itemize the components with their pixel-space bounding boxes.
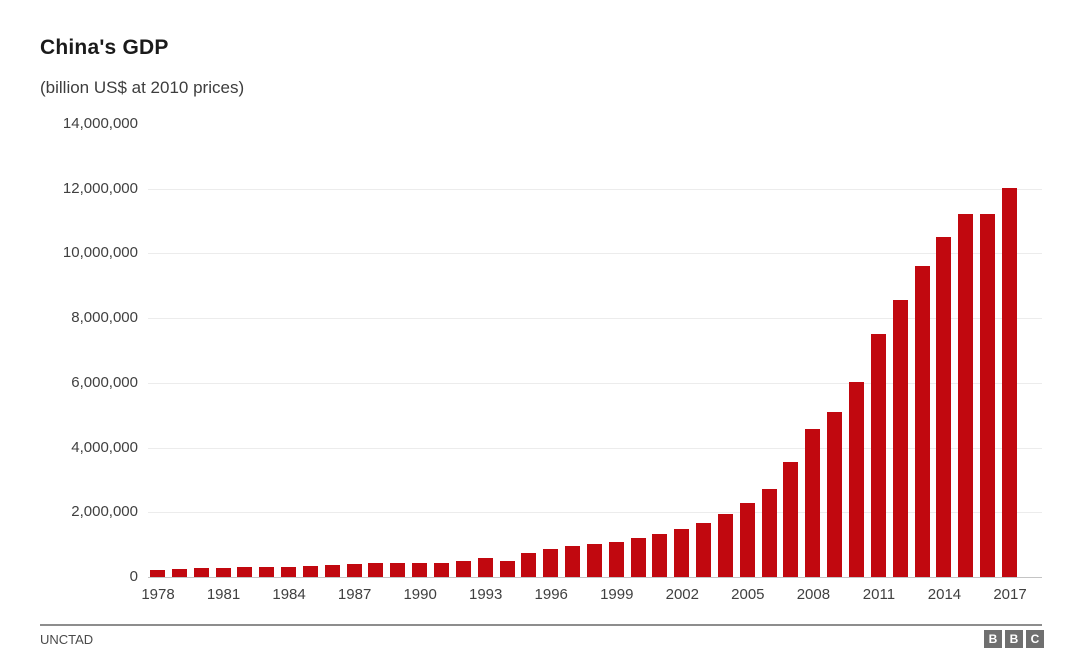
bar-2014 <box>936 237 952 577</box>
x-tick-label-1981: 1981 <box>206 586 241 603</box>
x-tick-label-1990: 1990 <box>403 586 437 603</box>
chart-subtitle: (billion US$ at 2010 prices) <box>40 78 245 97</box>
y-tick-label-0: 0 <box>129 568 138 585</box>
y-tick-label-14000000: 14,000,000 <box>62 115 138 132</box>
bar-2015 <box>958 214 974 577</box>
bar-1993 <box>477 558 493 577</box>
y-tick-label-6000000: 6,000,000 <box>71 373 138 391</box>
bar-1987 <box>346 564 362 577</box>
y-tick-label-8000000: 8,000,000 <box>71 309 138 327</box>
x-tick-label-2002: 2002 <box>665 586 699 603</box>
bar-1992 <box>455 561 471 577</box>
y-tick-label-4000000: 4,000,000 <box>71 438 138 456</box>
bar-1989 <box>390 563 406 577</box>
footer-divider <box>40 624 1042 626</box>
plot-area <box>148 124 1042 578</box>
source-label: UNCTAD <box>40 632 94 647</box>
y-tick-label-12000000: 12,000,000 <box>62 179 138 197</box>
bar-1986 <box>324 565 340 577</box>
bar-1996 <box>543 549 559 577</box>
bar-1984 <box>281 567 297 577</box>
bar-1978 <box>150 570 165 577</box>
bbc-logo-letter-1: B <box>984 630 1002 648</box>
x-tick-label-1987: 1987 <box>337 586 372 603</box>
bar-2017 <box>1001 188 1017 577</box>
bar-series <box>150 124 1017 577</box>
bar-1994 <box>499 561 515 577</box>
bar-2003 <box>696 523 712 577</box>
bbc-logo-letter-3: C <box>1026 630 1044 648</box>
gridline-2000000 <box>148 512 1042 514</box>
bbc-logo-letter-2: B <box>1005 630 1023 648</box>
bar-1995 <box>521 553 537 577</box>
gridline-6000000 <box>148 382 1042 384</box>
bar-1981 <box>215 568 231 577</box>
bar-2000 <box>630 538 646 577</box>
x-tick-label-1978: 1978 <box>141 586 175 603</box>
bar-2009 <box>827 412 843 577</box>
bar-1982 <box>237 567 253 577</box>
x-tick-label-1993: 1993 <box>469 586 503 603</box>
x-tick-label-2014: 2014 <box>927 586 962 603</box>
gridline-10000000 <box>148 253 1042 255</box>
bar-2008 <box>805 429 821 577</box>
gridline-8000000 <box>148 318 1042 320</box>
bar-2004 <box>717 514 733 577</box>
bar-2016 <box>980 214 996 577</box>
y-tick-label-2000000: 2,000,000 <box>71 503 138 521</box>
x-tick-label-2011: 2011 <box>862 586 896 603</box>
bar-1999 <box>608 542 624 577</box>
bar-2010 <box>849 382 864 577</box>
x-tick-label-2005: 2005 <box>731 586 765 603</box>
bar-2001 <box>652 534 668 577</box>
bar-1985 <box>302 566 318 577</box>
y-tick-label-10000000: 10,000,000 <box>62 244 138 262</box>
chart-title: China's GDP <box>40 36 169 59</box>
gridline-4000000 <box>148 447 1042 449</box>
bar-1997 <box>565 546 581 577</box>
bar-1979 <box>171 569 187 577</box>
bar-2005 <box>739 503 755 577</box>
bar-1990 <box>412 563 428 577</box>
bar-1988 <box>368 563 384 577</box>
bar-2002 <box>674 529 690 577</box>
gridline-12000000 <box>148 188 1042 190</box>
bar-2007 <box>783 462 799 577</box>
bar-1998 <box>586 544 602 577</box>
bar-1983 <box>259 567 275 577</box>
bar-2013 <box>914 266 930 577</box>
bar-1980 <box>193 568 209 577</box>
x-tick-label-1984: 1984 <box>272 586 306 603</box>
x-tick-label-1996: 1996 <box>534 586 568 603</box>
bar-1991 <box>433 563 449 577</box>
bar-2006 <box>761 489 777 577</box>
x-tick-label-1999: 1999 <box>600 586 634 603</box>
x-tick-label-2017: 2017 <box>993 586 1027 603</box>
x-tick-label-2008: 2008 <box>796 586 831 603</box>
bar-2012 <box>892 300 908 577</box>
bar-2011 <box>870 334 886 577</box>
